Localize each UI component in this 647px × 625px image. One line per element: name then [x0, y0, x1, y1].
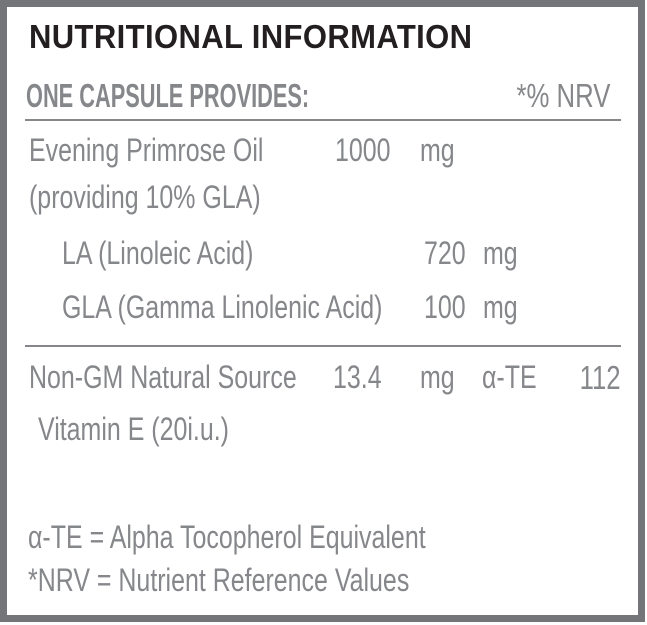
nutrient-unit: mg — [420, 132, 455, 168]
nutrient-unit: mg — [483, 289, 518, 325]
nutrient-unit: mg — [420, 359, 455, 395]
nrv-header: *% NRV — [516, 77, 610, 114]
nutrient-detail: (providing 10% GLA) — [29, 179, 261, 215]
nutrient-amount: 100 — [424, 289, 466, 325]
nutrient-name: GLA (Gamma Linolenic Acid) — [62, 289, 383, 325]
footnote-nrv: *NRV = Nutrient Reference Values — [28, 562, 410, 598]
nutrient-detail: Vitamin E (20i.u.) — [38, 411, 229, 447]
footnote-alpha-te: α-TE = Alpha Tocopherol Equivalent — [28, 519, 426, 555]
nutrient-name: LA (Linoleic Acid) — [62, 235, 254, 271]
nutrient-amount: 13.4 — [333, 359, 382, 395]
nutrient-name: Non-GM Natural Source — [29, 359, 297, 395]
nutrient-name: Evening Primrose Oil — [29, 132, 264, 168]
header-divider — [25, 119, 621, 121]
provides-header: ONE CAPSULE PROVIDES: — [26, 77, 310, 114]
nutrient-amount: 1000 — [335, 132, 391, 168]
nutrient-nrv-unit: α-TE — [482, 359, 537, 395]
nutrient-amount: 720 — [424, 235, 466, 271]
nutrient-nrv-value: 112 — [579, 359, 621, 396]
label-title: NUTRITIONAL INFORMATION — [29, 18, 473, 55]
nutrient-unit: mg — [483, 235, 518, 271]
section-divider — [25, 345, 621, 347]
